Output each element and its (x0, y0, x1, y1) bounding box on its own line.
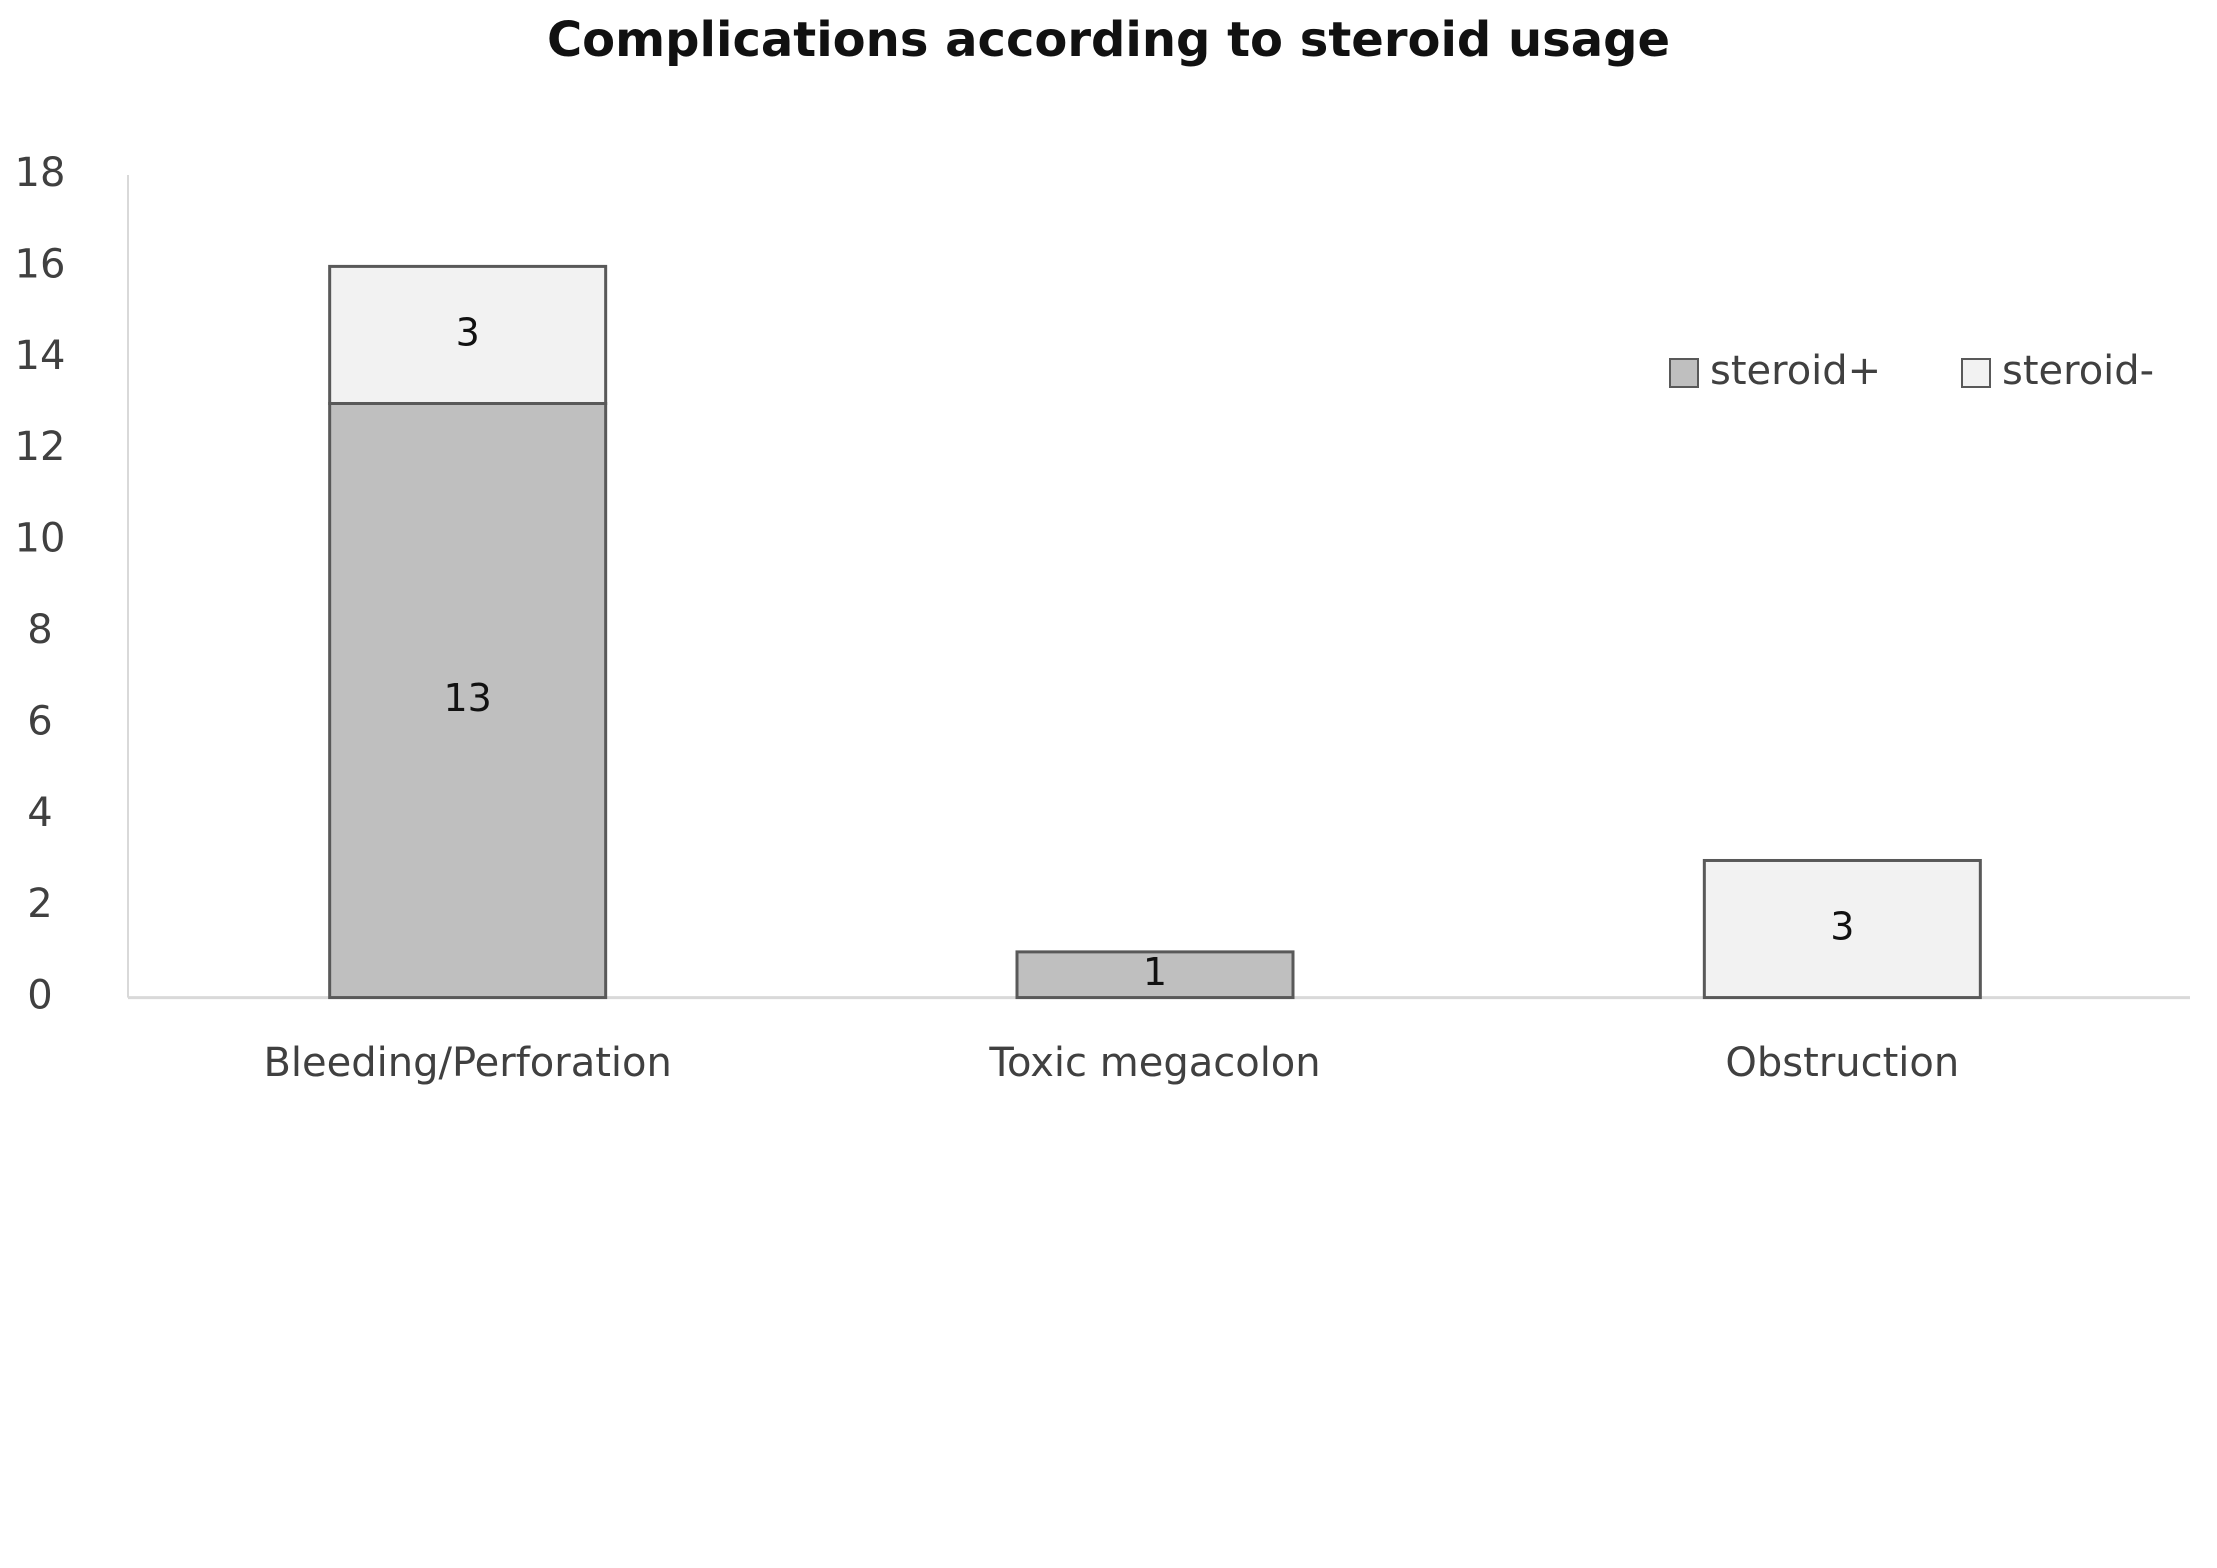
data-label-steroid+-0: 13 (443, 676, 491, 720)
bar-steroid--0 (328, 264, 608, 405)
legend-label-steroid-: steroid- (2002, 348, 2154, 394)
y-tick-label-7: 14 (15, 333, 66, 379)
x-tick-label-1: Toxic megacolon (988, 1040, 1320, 1086)
bar-steroid--2 (1702, 858, 1982, 1000)
y-tick-label-9: 18 (15, 150, 66, 196)
x-tick-label-0: Bleeding/Perforation (263, 1040, 671, 1086)
y-tick-label-5: 10 (15, 516, 66, 562)
y-tick-label-0: 0 (27, 973, 52, 1019)
x-tick-label-2: Obstruction (1725, 1040, 1959, 1086)
data-label-steroid--0: 3 (456, 310, 480, 354)
y-tick-label-8: 16 (15, 241, 66, 287)
data-label-steroid--2: 3 (1830, 905, 1854, 949)
bar-steroid+-1 (1015, 950, 1295, 1000)
y-tick-label-2: 4 (27, 790, 52, 836)
bar-steroid+-0 (328, 401, 608, 1000)
legend-label-steroid+: steroid+ (1710, 348, 1881, 394)
data-label-steroid+-1: 1 (1143, 950, 1167, 994)
y-tick-label-1: 2 (27, 881, 52, 927)
y-tick-label-6: 12 (15, 424, 66, 470)
y-tick-label-3: 6 (27, 698, 52, 744)
y-tick-label-4: 8 (27, 607, 52, 653)
legend-swatch-steroid+ (1669, 358, 1699, 388)
chart-plot: 0 2 4 6 8 10 12 14 16 18 13 3 Bleeding/Perforation 1 T… (15, 150, 2190, 1086)
chart: Complications according to steroid usage… (15, 12, 2190, 1086)
legend-swatch-steroid- (1961, 358, 1991, 388)
chart-title: Complications according to steroid usage (546, 12, 1671, 68)
